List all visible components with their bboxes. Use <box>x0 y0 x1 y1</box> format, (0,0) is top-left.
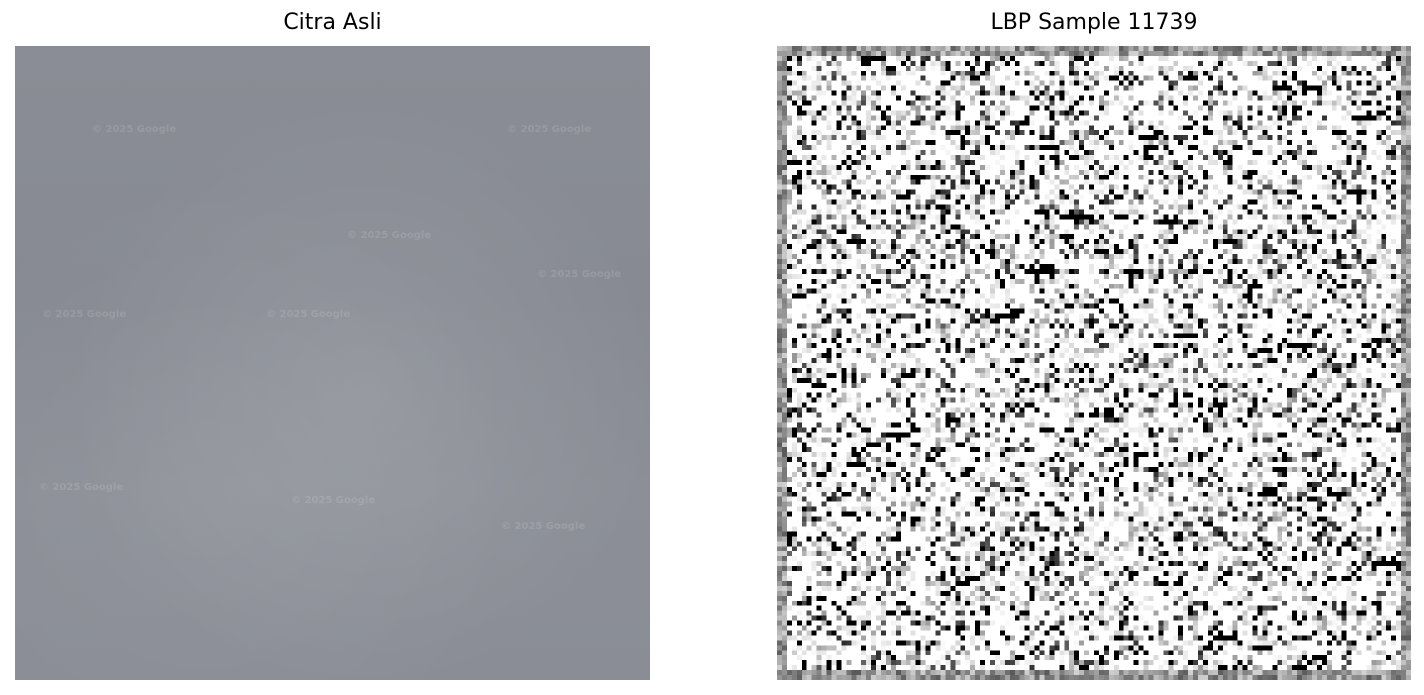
lbp-image-title: LBP Sample 11739 <box>990 10 1198 35</box>
watermark-text: © 2025 Google <box>507 124 592 135</box>
watermark-text: © 2025 Google <box>266 309 351 320</box>
lbp-texture-canvas <box>777 46 1411 680</box>
original-image: © 2025 Google © 2025 Google © 2025 Googl… <box>15 46 650 680</box>
watermark-text: © 2025 Google <box>501 521 586 532</box>
watermark-text: © 2025 Google <box>42 309 127 320</box>
watermark-text: © 2025 Google <box>39 482 124 493</box>
watermark-text: © 2025 Google <box>92 124 177 135</box>
lbp-texture-image <box>777 46 1411 680</box>
watermark-text: © 2025 Google <box>291 495 376 506</box>
watermark-text: © 2025 Google <box>347 230 432 241</box>
watermark-text: © 2025 Google <box>537 269 622 280</box>
original-image-title: Citra Asli <box>283 10 382 35</box>
